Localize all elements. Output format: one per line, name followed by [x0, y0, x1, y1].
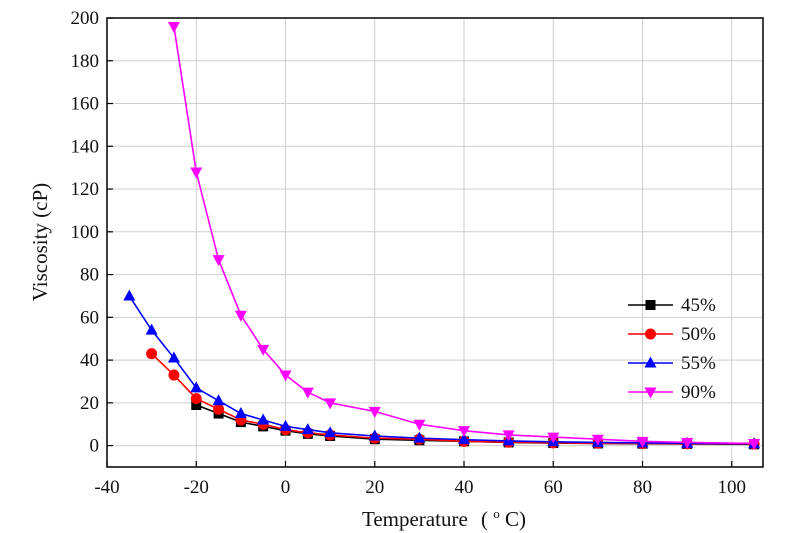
data-point	[234, 310, 247, 322]
x-axis-title-main: Temperature	[362, 507, 468, 531]
data-point	[368, 406, 381, 418]
data-point	[636, 436, 649, 448]
data-point	[324, 426, 337, 438]
y-tick-label: 100	[71, 222, 100, 243]
data-point	[502, 430, 515, 442]
legend-marker	[644, 356, 657, 368]
x-tick-label: 40	[455, 477, 474, 498]
data-point	[301, 387, 314, 399]
legend-item: 45%	[628, 295, 716, 316]
y-tick-label: 20	[80, 393, 99, 414]
legend-marker	[645, 328, 656, 340]
x-axis-title-degree: o	[493, 506, 500, 521]
x-tick-label: 100	[718, 477, 747, 498]
data-point	[123, 289, 136, 301]
y-tick-label: 140	[71, 136, 100, 157]
grid-lines	[106, 17, 763, 467]
y-tick-label: 160	[71, 94, 100, 115]
legend-label: 50%	[681, 324, 716, 345]
data-point	[279, 370, 292, 382]
data-point	[190, 381, 203, 393]
y-tick-label: 60	[80, 307, 99, 328]
data-point	[279, 419, 292, 431]
legend: 45% 50% 55% 90%	[628, 295, 716, 403]
legend-item: 90%	[628, 382, 716, 403]
x-axis-title: Temperature ( o C)	[362, 499, 526, 531]
y-tick-label: 80	[80, 265, 99, 286]
data-point	[167, 351, 180, 363]
series-line	[151, 353, 755, 445]
data-point	[368, 429, 381, 441]
data-point	[591, 434, 604, 446]
series-line	[128, 295, 755, 445]
x-tick-label: 60	[544, 477, 563, 498]
x-tick-label: -40	[94, 477, 119, 498]
data-point	[681, 437, 694, 449]
y-tick-label: 120	[71, 179, 100, 200]
series-layer	[123, 22, 761, 450]
data-point	[212, 394, 225, 406]
legend-marker	[644, 387, 657, 399]
series-55pct	[123, 289, 761, 449]
data-point	[413, 419, 426, 431]
data-point	[190, 393, 202, 405]
series-90pct	[167, 22, 761, 450]
data-point	[547, 432, 560, 444]
data-point	[167, 22, 180, 34]
x-tick-label: 0	[281, 477, 291, 498]
y-tick-label: 0	[90, 436, 100, 457]
legend-marker	[645, 300, 656, 310]
y-tick-label: 200	[71, 8, 100, 29]
x-axis-title-unit: C)	[505, 507, 526, 531]
legend-label: 90%	[681, 382, 716, 403]
data-point	[324, 398, 337, 410]
data-point	[146, 348, 158, 360]
data-point	[234, 407, 247, 419]
x-tick-label: -20	[184, 477, 209, 498]
legend-label: 55%	[681, 353, 716, 374]
x-tick-label: 20	[365, 477, 384, 498]
plot-frame	[106, 17, 764, 468]
data-point	[748, 438, 761, 450]
data-point	[458, 426, 471, 438]
data-point	[257, 344, 270, 356]
legend-item: 55%	[628, 353, 716, 374]
x-tick-label: 80	[633, 477, 652, 498]
y-tick-label: 180	[71, 51, 100, 72]
data-point	[190, 167, 203, 179]
data-point	[301, 423, 314, 435]
data-point	[213, 403, 225, 415]
y-axis-title: Viscosity (cP)	[28, 183, 52, 301]
y-tick-label: 40	[80, 350, 99, 371]
data-point	[413, 431, 426, 443]
data-point	[458, 433, 471, 445]
legend-item: 50%	[628, 324, 716, 345]
legend-label: 45%	[681, 295, 716, 316]
data-point	[191, 399, 202, 410]
data-point	[257, 413, 270, 425]
x-axis-title-paren: (	[481, 507, 488, 531]
data-point	[168, 369, 180, 381]
axis-ticks: -40 -20 0 20 40 60 80 100 0 20 40 60 80 100 120 140 160 1…	[71, 8, 747, 498]
data-point	[212, 255, 225, 267]
data-point	[145, 323, 158, 335]
